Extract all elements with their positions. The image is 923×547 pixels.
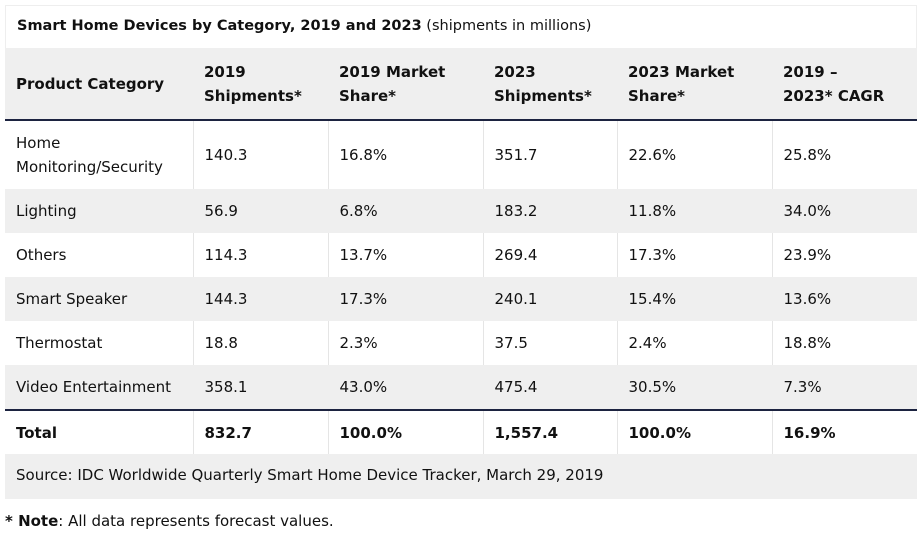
header-cell: Product Category <box>5 48 193 121</box>
table-cell: Smart Speaker <box>5 277 193 321</box>
table-cell: 34.0% <box>771 189 917 233</box>
table-cell: 18.8 <box>192 321 328 365</box>
table-row: Others 114.3 13.7% 269.4 17.3% 23.9% <box>5 233 917 277</box>
table-row: Smart Speaker 144.3 17.3% 240.1 15.4% 13.6% <box>5 277 917 321</box>
header-cell: 2023 Market Share* <box>617 48 772 121</box>
table-cell: 114.3 <box>192 233 328 277</box>
table-cell: 43.0% <box>327 365 483 410</box>
total-cell: 100.0% <box>616 409 772 454</box>
table-cell: Others <box>16 246 67 264</box>
table-cell: 7.3% <box>771 365 917 410</box>
footnote: * Note: All data represents forecast val… <box>5 512 334 530</box>
note-label: * Note <box>5 512 59 530</box>
table-row: Home Monitoring/Security 140.3 16.8% 351.7 2… <box>5 120 917 189</box>
table-cell: 37.5 <box>482 321 617 365</box>
table-title: Smart Home Devices by Category, 2019 and… <box>5 5 917 48</box>
header-cell: 2019 Market Share* <box>328 48 483 121</box>
total-cell: 1,557.4 <box>482 409 617 454</box>
table-cell: 16.8% <box>327 120 483 189</box>
table-cell: 240.1 <box>482 277 617 321</box>
table-cell: 144.3 <box>192 277 328 321</box>
header-cell: 2019 Shipments* <box>193 48 328 121</box>
title-units: (shipments in millions) <box>421 18 592 34</box>
table-cell: 13.6% <box>771 277 917 321</box>
total-cell: 16.9% <box>771 409 917 454</box>
table-cell: 351.7 <box>482 120 617 189</box>
header-cell: 2019 – 2023* CAGR <box>772 48 917 121</box>
table-cell: 269.4 <box>482 233 617 277</box>
total-cell: 832.7 <box>192 409 328 454</box>
header-cell: 2023 Shipments* <box>483 48 617 121</box>
table-cell: 2.4% <box>616 321 772 365</box>
total-cell: Total <box>5 409 193 454</box>
total-row: Total 832.7 100.0% 1,557.4 100.0% 16.9% <box>5 409 917 454</box>
table-cell: 30.5% <box>616 365 772 410</box>
table-cell: 15.4% <box>616 277 772 321</box>
table-cell: 17.3% <box>616 233 772 277</box>
table-cell: Video Entertainment <box>5 365 193 410</box>
table-cell: Lighting <box>5 189 193 233</box>
table-row: Video Entertainment 358.1 43.0% 475.4 30.5% 7… <box>5 365 917 410</box>
table-cell: 358.1 <box>192 365 328 410</box>
total-cell: 100.0% <box>327 409 483 454</box>
table-row: Lighting 56.9 6.8% 183.2 11.8% 34.0% <box>5 189 917 233</box>
title-main: Smart Home Devices by Category, 2019 and… <box>17 18 422 34</box>
note-text: : All data represents forecast values. <box>58 512 334 530</box>
table-cell: 18.8% <box>771 321 917 365</box>
table-cell: 6.8% <box>327 189 483 233</box>
table-cell: 13.7% <box>327 233 483 277</box>
table-cell: 475.4 <box>482 365 617 410</box>
source-caption: Source: IDC Worldwide Quarterly Smart Ho… <box>5 454 917 499</box>
table-cell: 183.2 <box>482 189 617 233</box>
table-cell: 56.9 <box>192 189 328 233</box>
smart-home-table-container: Smart Home Devices by Category, 2019 and… <box>5 5 917 499</box>
table-cell: 140.3 <box>192 120 328 189</box>
data-table: Product Category 2019 Shipments* 2019 Ma… <box>5 48 917 454</box>
header-row: Product Category 2019 Shipments* 2019 Ma… <box>5 48 917 121</box>
table-cell: 25.8% <box>771 120 917 189</box>
table-cell: 2.3% <box>327 321 483 365</box>
table-cell: 11.8% <box>616 189 772 233</box>
table-cell: 17.3% <box>327 277 483 321</box>
table-cell: 22.6% <box>616 120 772 189</box>
table-row: Thermostat 18.8 2.3% 37.5 2.4% 18.8% <box>5 321 917 365</box>
table-cell: 23.9% <box>771 233 917 277</box>
table-cell: Thermostat <box>16 334 103 352</box>
table-cell: Home Monitoring/Security <box>16 134 163 176</box>
